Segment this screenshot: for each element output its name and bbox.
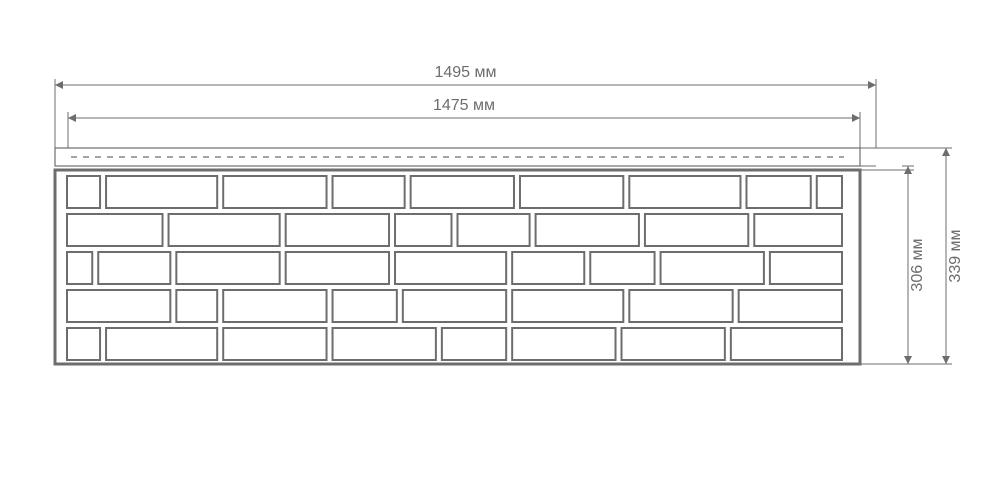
- brick-r0-c6: [629, 176, 740, 208]
- brick-r2-c1: [98, 252, 170, 284]
- brick-r2-c8: [770, 252, 842, 284]
- brick-r4-c7: [731, 328, 842, 360]
- dim-width-inner-label: 1475 мм: [433, 97, 495, 114]
- brick-r2-c3: [286, 252, 389, 284]
- brick-r0-c4: [411, 176, 514, 208]
- brick-r1-c7: [754, 214, 842, 246]
- brick-r1-c1: [169, 214, 280, 246]
- brick-r4-c5: [512, 328, 615, 360]
- brick-r0-c0: [67, 176, 100, 208]
- dim-height-inner-arrow-b: [904, 356, 912, 364]
- brick-r2-c4: [395, 252, 506, 284]
- brick-r3-c0: [67, 290, 170, 322]
- brick-r1-c2: [286, 214, 389, 246]
- dim-width-outer-arrow-r: [868, 81, 876, 89]
- brick-r0-c5: [520, 176, 623, 208]
- brick-r0-c8: [817, 176, 842, 208]
- brick-r2-c6: [590, 252, 654, 284]
- dim-height-inner-label: 306 мм: [909, 238, 926, 291]
- brick-r0-c3: [333, 176, 405, 208]
- dim-height-outer-arrow-b: [942, 356, 950, 364]
- brick-r1-c5: [536, 214, 639, 246]
- brick-r2-c0: [67, 252, 92, 284]
- brick-r4-c0: [67, 328, 100, 360]
- brick-r2-c7: [661, 252, 764, 284]
- brick-r2-c5: [512, 252, 584, 284]
- dim-height-outer-label: 339 мм: [947, 229, 964, 282]
- brick-r4-c1: [106, 328, 217, 360]
- brick-r3-c6: [629, 290, 732, 322]
- brick-r3-c1: [176, 290, 217, 322]
- brick-r0-c1: [106, 176, 217, 208]
- dim-width-inner-arrow-l: [68, 114, 76, 122]
- dim-width-outer-label: 1495 мм: [434, 64, 496, 81]
- brick-r3-c2: [223, 290, 326, 322]
- brick-r1-c3: [395, 214, 451, 246]
- brick-r1-c4: [458, 214, 530, 246]
- brick-r4-c6: [622, 328, 725, 360]
- brick-r1-c0: [67, 214, 163, 246]
- dim-width-inner-arrow-r: [852, 114, 860, 122]
- brick-r0-c2: [223, 176, 326, 208]
- brick-r1-c6: [645, 214, 748, 246]
- brick-r2-c2: [176, 252, 279, 284]
- dim-width-outer-arrow-l: [55, 81, 63, 89]
- brick-r3-c7: [739, 290, 842, 322]
- brick-r3-c5: [512, 290, 623, 322]
- brick-r3-c4: [403, 290, 506, 322]
- dim-height-outer-arrow-t: [942, 148, 950, 156]
- brick-r4-c2: [223, 328, 326, 360]
- brick-r4-c4: [442, 328, 506, 360]
- brick-r0-c7: [746, 176, 810, 208]
- brick-r3-c3: [333, 290, 397, 322]
- brick-r4-c3: [333, 328, 436, 360]
